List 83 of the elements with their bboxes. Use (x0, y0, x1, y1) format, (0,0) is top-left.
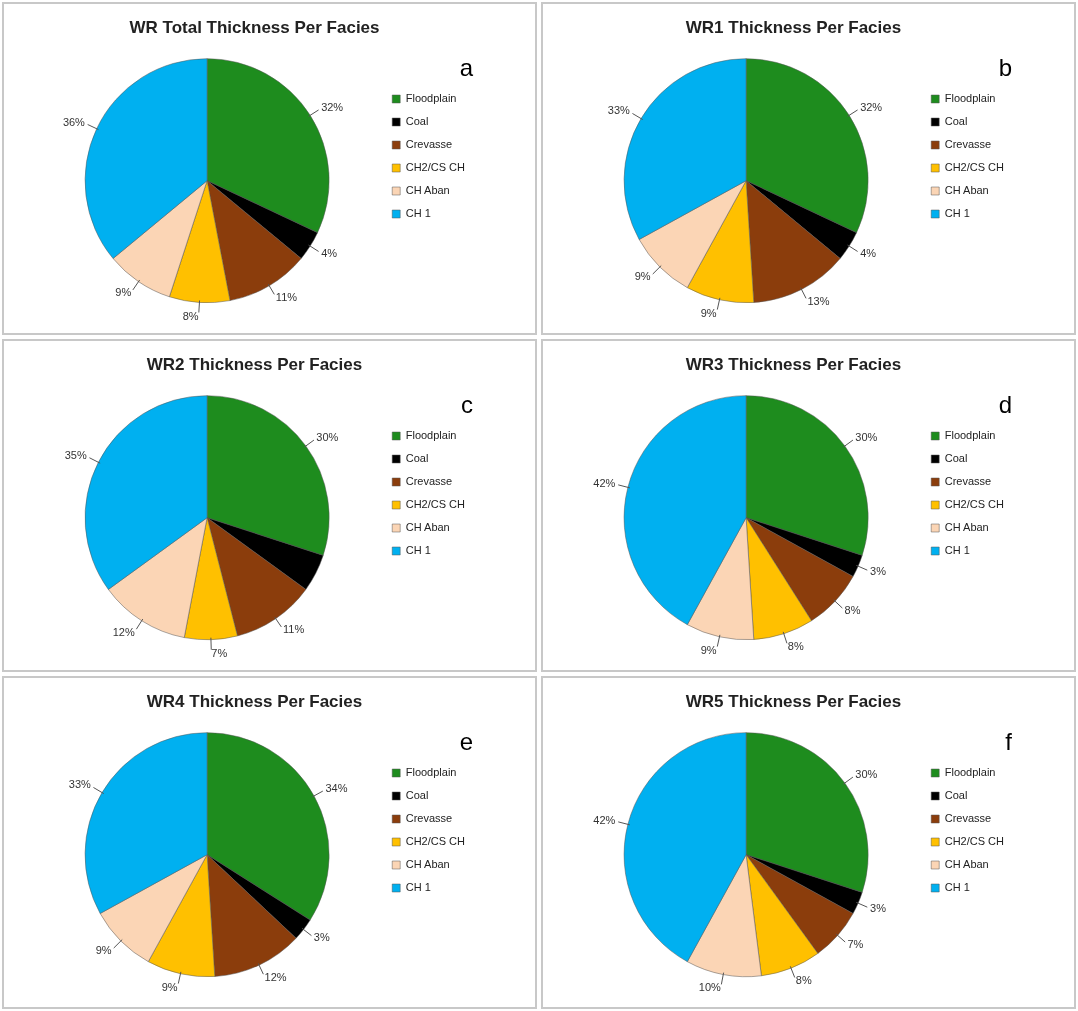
legend-label: CH2/CS CH (405, 161, 466, 174)
chart-title: WR1 Thickness Per Facies (685, 17, 902, 37)
legend-label: CH Aban (405, 184, 450, 197)
chart-title: WR Total Thickness Per Facies (129, 17, 380, 37)
data-label: 32% (321, 100, 344, 113)
data-label: 7% (211, 646, 228, 659)
data-label: 36% (62, 115, 86, 128)
legend-label: Crevasse (405, 138, 453, 151)
legend-label: CH2/CS CH (944, 161, 1005, 174)
data-label: 7% (847, 937, 864, 950)
legend-label: Floodplain (405, 766, 457, 779)
data-label: 30% (855, 767, 878, 780)
data-label: 30% (316, 430, 339, 443)
legend-label: Coal (944, 115, 968, 128)
legend-label: CH 1 (944, 881, 970, 894)
legend-label: Coal (405, 115, 429, 128)
chart-title: WR2 Thickness Per Facies (146, 354, 363, 374)
legend-label: Coal (944, 789, 968, 802)
legend-label: CH2/CS CH (944, 835, 1005, 848)
data-label: 3% (870, 564, 887, 577)
data-label: 9% (95, 943, 112, 956)
data-label: 13% (807, 294, 830, 307)
text: a (459, 54, 473, 82)
data-label: 9% (161, 980, 178, 993)
data-label: 4% (860, 246, 877, 259)
legend-label: Crevasse (405, 475, 453, 488)
legend-label: Crevasse (944, 812, 992, 825)
data-label: 8% (844, 603, 861, 616)
chart-title: WR4 Thickness Per Facies (146, 691, 363, 711)
data-label: 42% (593, 813, 616, 826)
data-label: 30% (855, 430, 878, 443)
legend-label: CH Aban (944, 858, 989, 871)
data-label: 11% (275, 290, 298, 303)
data-label: 12% (112, 625, 135, 638)
data-label: 12% (264, 970, 287, 983)
data-label: 3% (870, 901, 887, 914)
data-label: 8% (182, 309, 199, 322)
legend-label: Floodplain (405, 429, 457, 442)
legend-label: CH 1 (944, 207, 970, 220)
data-label: 3% (313, 931, 330, 944)
data-label: 32% (860, 100, 883, 113)
data-label: 8% (795, 974, 812, 987)
legend-label: Crevasse (944, 138, 992, 151)
data-label: 8% (787, 640, 804, 653)
legend-label: CH 1 (405, 881, 431, 894)
legend-label: Coal (405, 789, 429, 802)
legend-label: CH 1 (405, 544, 431, 557)
data-label: 9% (115, 286, 132, 299)
legend-label: Floodplain (405, 92, 457, 105)
data-label: 9% (700, 643, 717, 656)
legend-label: Coal (405, 452, 429, 465)
text: c (461, 391, 473, 419)
data-label: 33% (607, 104, 631, 117)
data-label: 11% (283, 623, 305, 636)
data-label: 33% (68, 778, 92, 791)
legend-label: CH 1 (944, 544, 970, 557)
text: e (459, 728, 473, 756)
chart-title: WR3 Thickness Per Facies (685, 354, 902, 374)
chart-title: WR5 Thickness Per Facies (685, 691, 902, 711)
legend-label: Floodplain (944, 766, 996, 779)
text: d (998, 391, 1012, 419)
data-label: 9% (634, 269, 651, 282)
data-label: 42% (593, 476, 616, 489)
legend-label: Crevasse (944, 475, 992, 488)
legend-label: CH2/CS CH (944, 498, 1005, 511)
legend-label: CH Aban (405, 521, 450, 534)
text: f (1005, 728, 1012, 756)
legend-label: CH2/CS CH (405, 498, 466, 511)
legend-label: Floodplain (944, 92, 996, 105)
legend-label: CH 1 (405, 207, 431, 220)
legend-label: Coal (944, 452, 968, 465)
legend-label: CH Aban (944, 521, 989, 534)
legend-label: Crevasse (405, 812, 453, 825)
data-label: 4% (321, 246, 338, 259)
legend-label: CH Aban (944, 184, 989, 197)
data-label: 10% (698, 981, 722, 994)
legend-label: Floodplain (944, 429, 996, 442)
text: b (998, 54, 1012, 82)
data-label: 34% (325, 782, 348, 795)
legend-label: CH2/CS CH (405, 835, 466, 848)
legend-label: CH Aban (405, 858, 450, 871)
data-label: 35% (64, 448, 87, 461)
data-label: 9% (700, 306, 717, 319)
